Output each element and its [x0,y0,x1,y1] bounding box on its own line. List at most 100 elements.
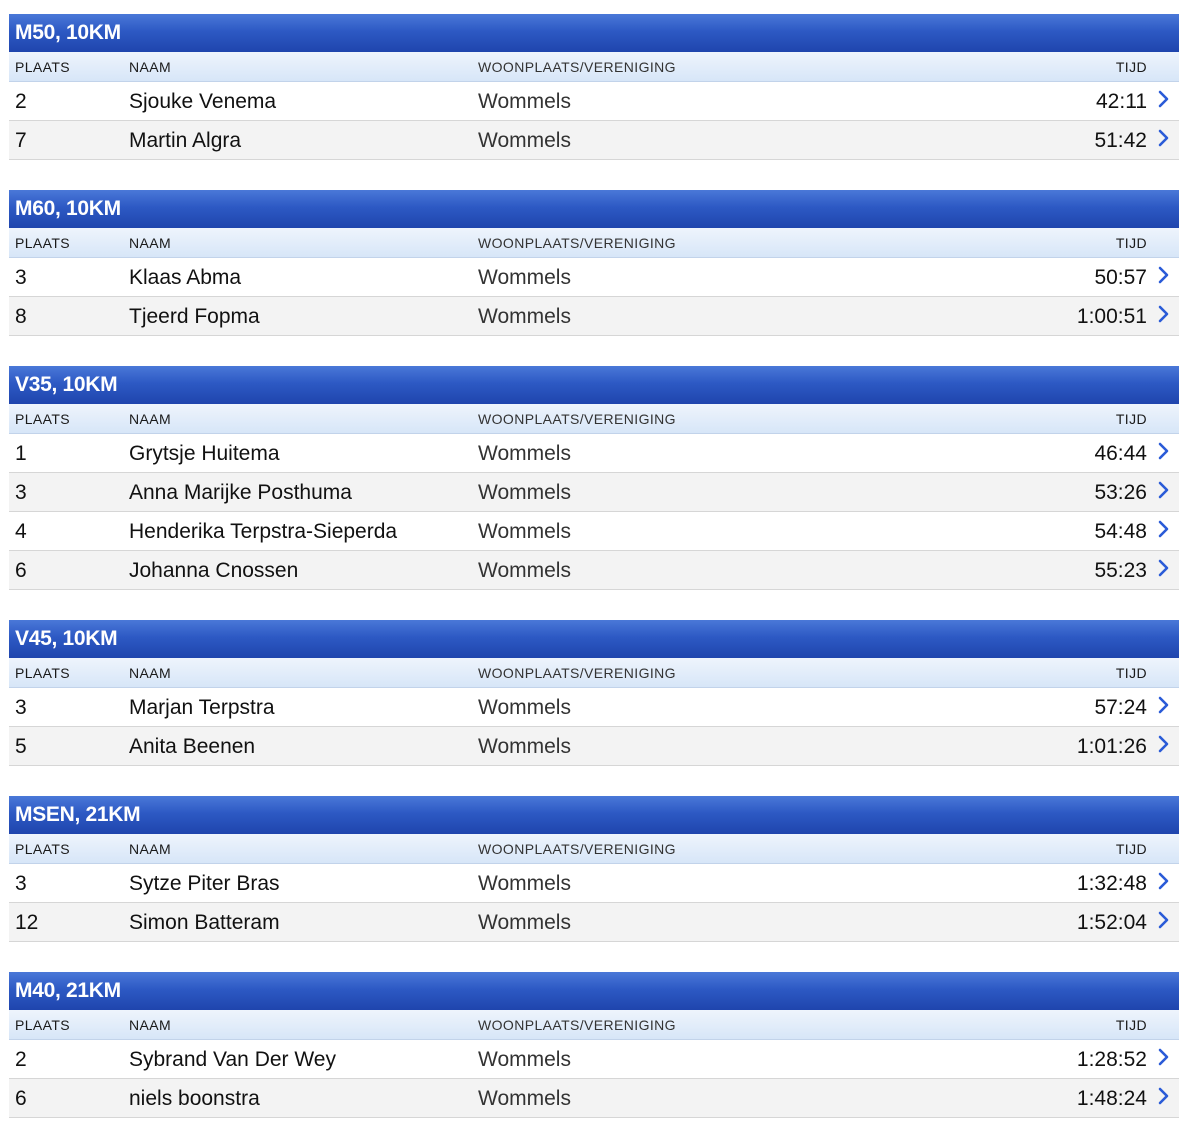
result-place: 6 [15,559,27,582]
chevron-right-icon[interactable] [1154,90,1172,108]
chevron-right-icon[interactable] [1154,696,1172,714]
result-place: 5 [15,735,27,758]
results-list: M50, 10KM PLAATS NAAM WOONPLAATS/VERENIGING… [9,14,1179,1148]
column-header-city: WOONPLAATS/VERENIGING [478,235,676,251]
column-header-name: NAAM [129,59,172,75]
column-header-time: TIJD [1115,841,1147,857]
result-city: Wommels [478,442,571,465]
result-name: Johanna Cnossen [129,559,299,582]
result-place: 4 [15,520,27,543]
column-header-city: WOONPLAATS/VERENIGING [478,841,676,857]
result-name: Sjouke Venema [129,90,277,113]
column-header-time: TIJD [1115,1017,1147,1033]
result-place: 3 [15,872,27,895]
column-header-city: WOONPLAATS/VERENIGING [478,411,676,427]
result-name: Anita Beenen [129,735,256,758]
result-place: 8 [15,305,27,328]
result-name: Martin Algra [129,129,242,152]
result-name: Sytze Piter Bras [129,872,280,895]
column-header-time: TIJD [1115,235,1147,251]
column-header-row: PLAATS NAAM WOONPLAATS/VERENIGING TIJD [9,404,1179,434]
result-city: Wommels [478,872,571,895]
result-place: 3 [15,481,27,504]
column-header-city: WOONPLAATS/VERENIGING [478,665,676,681]
result-time: 50:57 [1094,266,1147,289]
result-row[interactable]: 3 Klaas Abma Wommels 50:57 [9,258,1179,297]
chevron-right-icon[interactable] [1154,481,1172,499]
chevron-right-icon[interactable] [1154,559,1172,577]
chevron-right-icon[interactable] [1154,520,1172,538]
chevron-right-icon[interactable] [1154,735,1172,753]
column-header-name: NAAM [129,1017,172,1033]
chevron-right-icon[interactable] [1154,911,1172,929]
column-header-place: PLAATS [15,59,71,75]
column-header-place: PLAATS [15,665,71,681]
category-table: M40, 21KM PLAATS NAAM WOONPLAATS/VERENIGING… [9,972,1179,1118]
result-time: 55:23 [1094,559,1147,582]
result-time: 54:48 [1094,520,1147,543]
result-row[interactable]: 6 Johanna Cnossen Wommels 55:23 [9,551,1179,590]
result-row[interactable]: 3 Sytze Piter Bras Wommels 1:32:48 [9,864,1179,903]
result-city: Wommels [478,520,571,543]
column-header-city: WOONPLAATS/VERENIGING [478,59,676,75]
result-place: 6 [15,1087,27,1110]
result-row[interactable]: 2 Sybrand Van Der Wey Wommels 1:28:52 [9,1040,1179,1079]
result-name: Simon Batteram [129,911,280,934]
chevron-right-icon[interactable] [1154,872,1172,890]
column-header-row: PLAATS NAAM WOONPLAATS/VERENIGING TIJD [9,228,1179,258]
result-row[interactable]: 2 Sjouke Venema Wommels 42:11 [9,82,1179,121]
result-row[interactable]: 3 Anna Marijke Posthuma Wommels 53:26 [9,473,1179,512]
result-city: Wommels [478,696,571,719]
column-header-place: PLAATS [15,841,71,857]
column-header-row: PLAATS NAAM WOONPLAATS/VERENIGING TIJD [9,834,1179,864]
result-time: 1:32:48 [1076,872,1147,895]
result-name: Sybrand Van Der Wey [129,1048,336,1071]
result-time: 42:11 [1096,90,1147,113]
result-name: Tjeerd Fopma [129,305,260,328]
result-row[interactable]: 1 Grytsje Huitema Wommels 46:44 [9,434,1179,473]
column-header-city: WOONPLAATS/VERENIGING [478,1017,676,1033]
result-time: 57:24 [1094,696,1147,719]
result-place: 1 [15,442,27,465]
column-header-time: TIJD [1115,59,1147,75]
category-table: V35, 10KM PLAATS NAAM WOONPLAATS/VERENIGING… [9,366,1179,590]
result-place: 3 [15,266,27,289]
column-header-time: TIJD [1115,665,1147,681]
result-row[interactable]: 6 niels boonstra Wommels 1:48:24 [9,1079,1179,1118]
column-header-row: PLAATS NAAM WOONPLAATS/VERENIGING TIJD [9,1010,1179,1040]
result-name: Henderika Terpstra-Sieperda [129,520,398,543]
result-row[interactable]: 12 Simon Batteram Wommels 1:52:04 [9,903,1179,942]
chevron-right-icon[interactable] [1154,305,1172,323]
result-row[interactable]: 4 Henderika Terpstra-Sieperda Wommels 54:48 [9,512,1179,551]
result-row[interactable]: 3 Marjan Terpstra Wommels 57:24 [9,688,1179,727]
result-place: 12 [15,911,39,934]
result-time: 1:28:52 [1076,1048,1147,1071]
chevron-right-icon[interactable] [1154,1048,1172,1066]
result-place: 3 [15,696,27,719]
result-city: Wommels [478,129,571,152]
result-time: 1:01:26 [1076,735,1147,758]
category-title: V35, 10KM [9,366,1179,404]
result-row[interactable]: 5 Anita Beenen Wommels 1:01:26 [9,727,1179,766]
chevron-right-icon[interactable] [1154,442,1172,460]
result-row[interactable]: 7 Martin Algra Wommels 51:42 [9,121,1179,160]
result-city: Wommels [478,911,571,934]
result-time: 1:48:24 [1076,1087,1147,1110]
chevron-right-icon[interactable] [1154,129,1172,147]
column-header-name: NAAM [129,411,172,427]
result-row[interactable]: 8 Tjeerd Fopma Wommels 1:00:51 [9,297,1179,336]
result-name: Klaas Abma [129,266,242,289]
result-city: Wommels [478,735,571,758]
column-header-row: PLAATS NAAM WOONPLAATS/VERENIGING TIJD [9,658,1179,688]
category-title: V45, 10KM [9,620,1179,658]
category-table: M50, 10KM PLAATS NAAM WOONPLAATS/VERENIGING… [9,14,1179,160]
category-table: MSEN, 21KM PLAATS NAAM WOONPLAATS/VERENIGIN… [9,796,1179,942]
chevron-right-icon[interactable] [1154,1087,1172,1105]
result-city: Wommels [478,1087,571,1110]
result-city: Wommels [478,559,571,582]
chevron-right-icon[interactable] [1154,266,1172,284]
result-time: 51:42 [1094,129,1147,152]
column-header-name: NAAM [129,665,172,681]
result-name: Anna Marijke Posthuma [129,481,352,504]
column-header-row: PLAATS NAAM WOONPLAATS/VERENIGING TIJD [9,52,1179,82]
